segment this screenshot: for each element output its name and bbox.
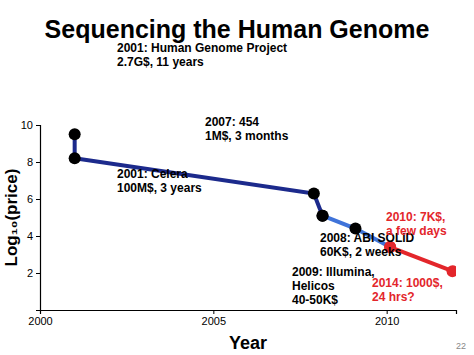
tick: 8: [27, 156, 40, 168]
tick: 2: [27, 267, 40, 279]
tick-label: 2010: [375, 315, 399, 327]
title: Sequencing the Human Genome: [45, 15, 430, 43]
tick: 2010: [375, 310, 399, 327]
tick-mark: [213, 310, 214, 314]
tick-label: 8: [27, 156, 33, 168]
marker: [317, 210, 329, 222]
chart: Sequencing the Human Genome2000200520102…: [0, 0, 474, 355]
annotation: 2001: Celera100M$, 3 years: [117, 167, 202, 195]
tick-mark: [36, 162, 40, 163]
x-axis-title: Year: [229, 333, 267, 353]
marker: [69, 128, 81, 140]
tick-label: 6: [27, 193, 33, 205]
annotation-line: 2.7G$, 11 years: [117, 55, 204, 69]
tick-mark: [36, 125, 40, 126]
tick: 6: [27, 193, 40, 205]
annotation-line: 2007: 454: [205, 115, 259, 129]
marker: [69, 152, 81, 164]
tick-label: 2000: [28, 315, 52, 327]
annotation-line: a few days: [386, 224, 447, 238]
annotation: 2010: 7K$,a few days: [386, 210, 447, 238]
annotation-line: 24 hrs?: [372, 290, 415, 304]
annotation-line: 2009: Illumina,: [292, 265, 375, 279]
annotation-line: 40-50K$: [292, 293, 338, 307]
y-axis: 2 4 6 8 10: [21, 119, 41, 310]
tick: 2000: [28, 310, 52, 327]
line: [75, 134, 323, 215]
annotation-line: 2010: 7K$,: [386, 210, 445, 224]
tick-mark: [36, 199, 40, 200]
marker: [447, 265, 456, 277]
annotation-line: 1M$, 3 months: [205, 129, 289, 143]
y-axis-title: Log₁₀(price): [2, 169, 21, 267]
tick: 2005: [202, 310, 226, 327]
tick-label: 2: [27, 267, 33, 279]
tick-mark: [387, 310, 388, 314]
page-number: 22: [456, 341, 466, 351]
marker: [317, 210, 329, 222]
annotation-line: 2014: 1000$,: [372, 276, 443, 290]
annotation-line: Helicos: [292, 279, 335, 293]
annotation: 2007: 4541M$, 3 months: [205, 115, 289, 143]
x-axis: 2000 2005 2010: [28, 310, 456, 327]
tick: 10: [21, 119, 40, 131]
annotation: 2009: Illumina,Helicos40-50K$: [292, 265, 375, 307]
axis-line: [36, 126, 41, 311]
annotation-line: 100M$, 3 years: [117, 181, 202, 195]
tick-label: 4: [27, 230, 33, 242]
annotation-line: 2001: Celera: [117, 167, 188, 181]
marker: [308, 187, 320, 199]
plot-area: [69, 128, 456, 277]
tick-mark: [36, 273, 40, 274]
tick-label: 10: [21, 119, 33, 131]
axis-line: [41, 311, 457, 315]
tick-mark: [36, 236, 40, 237]
tick: 4: [27, 230, 40, 242]
annotation-line: 60K$, 2 weeks: [320, 245, 402, 259]
tick-label: 2005: [202, 315, 226, 327]
annotation: 2001: Human Genome Project2.7G$, 11 year…: [117, 41, 287, 69]
annotation-line: 2001: Human Genome Project: [117, 41, 287, 55]
annotation: 2014: 1000$,24 hrs?: [372, 276, 443, 304]
